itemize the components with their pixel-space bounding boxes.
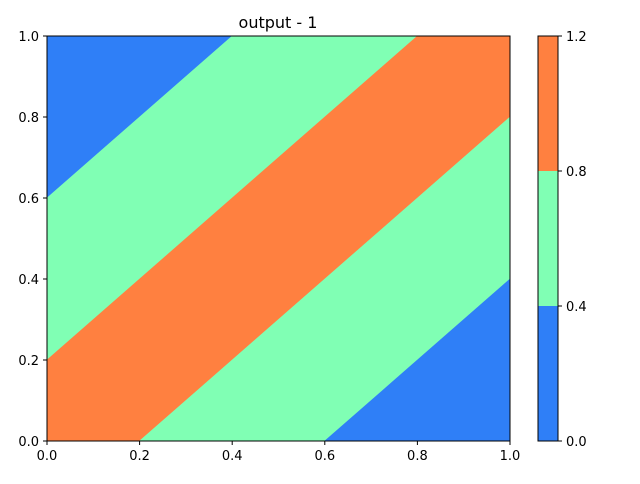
colorbar-tick-label: 0.0	[566, 435, 587, 450]
x-tick-label: 1.0	[500, 449, 521, 464]
chart-title: output - 1	[239, 13, 318, 32]
colorbar-tick-label: 1.2	[566, 30, 587, 45]
colorbar-frame	[537, 35, 559, 442]
x-tick-label: 0.0	[37, 449, 58, 464]
y-tick-label: 0.6	[18, 192, 39, 207]
colorbar-segment-3	[538, 36, 558, 171]
y-axis: 0.0 0.2 0.4 0.6 0.8 1.0	[18, 30, 47, 450]
colorbar-tick-label: 0.8	[566, 165, 587, 180]
x-tick-label: 0.4	[222, 449, 243, 464]
x-tick-label: 0.8	[407, 449, 428, 464]
x-tick-label: 0.6	[314, 449, 335, 464]
y-tick-label: 1.0	[18, 30, 39, 45]
plot-regions	[46, 35, 511, 442]
x-axis: 0.0 0.2 0.4 0.6 0.8 1.0	[37, 441, 521, 464]
y-tick-label: 0.8	[18, 111, 39, 126]
colorbar-tick-label: 0.4	[566, 300, 587, 315]
colorbar-segment-2	[538, 171, 558, 306]
y-tick-label: 0.0	[18, 435, 39, 450]
colorbar-segment-1	[538, 306, 558, 441]
plot-frame	[46, 35, 511, 442]
x-tick-label: 0.2	[129, 449, 150, 464]
y-tick-label: 0.2	[18, 354, 39, 369]
colorbar: 0.0 0.4 0.8 1.2	[537, 30, 587, 450]
y-tick-label: 0.4	[18, 273, 39, 288]
